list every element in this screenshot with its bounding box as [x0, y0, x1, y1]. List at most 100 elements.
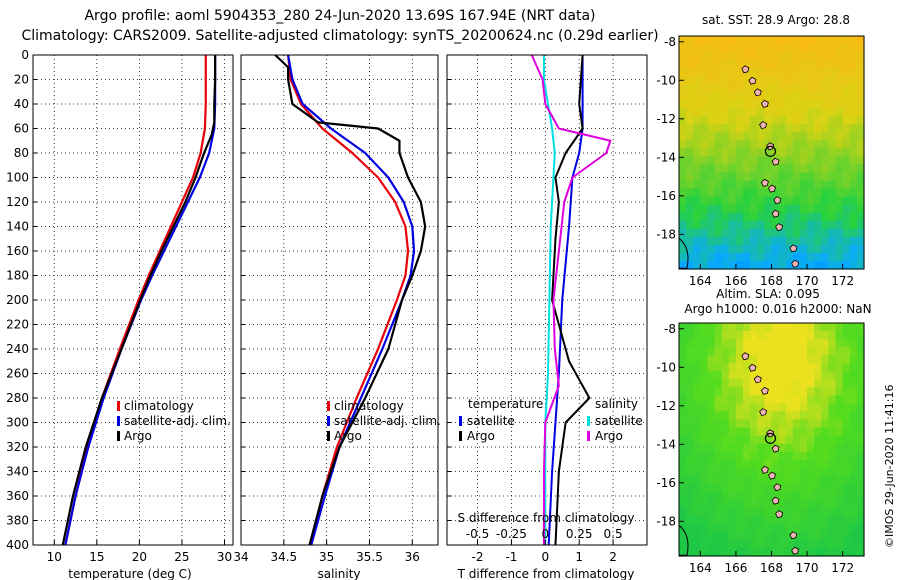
map-cell: [743, 507, 751, 517]
map-cell: [785, 84, 794, 93]
map-cell: [714, 411, 723, 421]
map-cell: [799, 475, 808, 485]
map-cell: [764, 76, 773, 85]
map-cell: [693, 236, 701, 246]
map-cell: [835, 531, 844, 541]
map-cell: [743, 475, 751, 485]
map-cell: [778, 411, 787, 421]
map-cell: [799, 212, 808, 222]
map-cell: [757, 60, 765, 69]
map-cell: [799, 371, 808, 380]
map-cell: [814, 188, 822, 198]
map-cell: [721, 507, 730, 517]
map-cell: [764, 228, 773, 238]
map-cell: [799, 236, 808, 246]
map-cell: [792, 443, 801, 453]
map-cell: [828, 475, 837, 485]
sla-map-panel: 164 166 168 170 172-8-10-12-14-16-18: [656, 322, 865, 575]
map-cell: [728, 355, 737, 364]
map-cell: [686, 379, 694, 388]
map-cell: [807, 44, 815, 53]
map-cell: [700, 331, 709, 340]
map-cell: [856, 188, 865, 198]
map-cell: [799, 180, 808, 190]
map-cell: [842, 323, 851, 332]
y-tick-label: 200: [6, 293, 29, 307]
map-cell: [693, 60, 701, 69]
argo-float-marker: [764, 432, 777, 444]
map-cell: [728, 475, 737, 485]
map-cell: [849, 523, 858, 533]
map-cell: [821, 132, 830, 142]
map-cell: [771, 252, 780, 262]
island: [753, 375, 762, 384]
map-cell: [743, 60, 751, 69]
map-cell: [835, 108, 844, 117]
map-cell: [750, 220, 758, 230]
map-cell: [849, 483, 858, 493]
y-tick-label: 320: [6, 440, 29, 454]
map-cell: [799, 228, 808, 238]
map-cell: [679, 507, 687, 517]
map-cell: [828, 411, 837, 421]
map-cell: [828, 36, 837, 45]
map-cell: [849, 156, 858, 166]
map-cell: [743, 156, 751, 166]
coastline: [678, 237, 689, 269]
map-cell: [735, 339, 744, 348]
map-cell: [807, 228, 815, 238]
map-cell: [735, 204, 744, 214]
map-cell: [714, 323, 723, 332]
map-cell: [799, 148, 808, 158]
map-cell: [714, 244, 723, 254]
difference-panel: -2 -1 0 1 2-0.5 -0.25 0 0.25 0.5: [446, 54, 648, 564]
map-cell: [686, 323, 694, 332]
map-x-tick-label: 164: [689, 274, 712, 288]
map-cell: [764, 108, 773, 117]
map-cell: [785, 212, 794, 222]
map-cell: [828, 435, 837, 445]
map-cell: [743, 339, 751, 348]
map-cell: [735, 156, 744, 166]
legend-label: Argo: [334, 429, 362, 443]
map-cell: [828, 531, 837, 541]
map-cell: [721, 467, 730, 477]
map-cell: [750, 435, 758, 445]
map-cell: [785, 108, 794, 117]
map-cell: [778, 124, 787, 134]
map-cell: [807, 220, 815, 230]
map-cell: [764, 435, 773, 445]
map-cell: [856, 124, 865, 134]
map-cell: [764, 164, 773, 174]
map-cell: [686, 403, 694, 412]
map-cell: [814, 108, 822, 117]
map-cell: [679, 108, 687, 117]
map-cell: [721, 395, 730, 404]
map-cell: [721, 499, 730, 509]
map-cell: [757, 331, 765, 340]
map-cell: [814, 180, 822, 190]
x-tick-label: 30: [217, 550, 232, 564]
map-cell: [778, 156, 787, 166]
map-cell: [821, 260, 830, 270]
series-line-climatology: [287, 54, 410, 546]
map-cell: [693, 499, 701, 509]
map-cell: [757, 148, 765, 158]
map-y-tick-label: -18: [656, 227, 676, 241]
map-cell: [856, 531, 865, 541]
map-cell: [714, 140, 723, 150]
map-cell: [743, 523, 751, 533]
map-cell: [799, 443, 808, 453]
map-cell: [778, 507, 787, 517]
map-cell: [693, 188, 701, 198]
island: [773, 196, 782, 205]
map-cell: [735, 395, 744, 404]
map-cell: [757, 531, 765, 541]
map-cell: [842, 156, 851, 166]
map-cell: [721, 515, 730, 525]
map-cell: [807, 507, 815, 517]
map-cell: [721, 196, 730, 206]
map-cell: [785, 220, 794, 230]
map-cell: [728, 347, 737, 356]
map-cell: [728, 212, 737, 222]
